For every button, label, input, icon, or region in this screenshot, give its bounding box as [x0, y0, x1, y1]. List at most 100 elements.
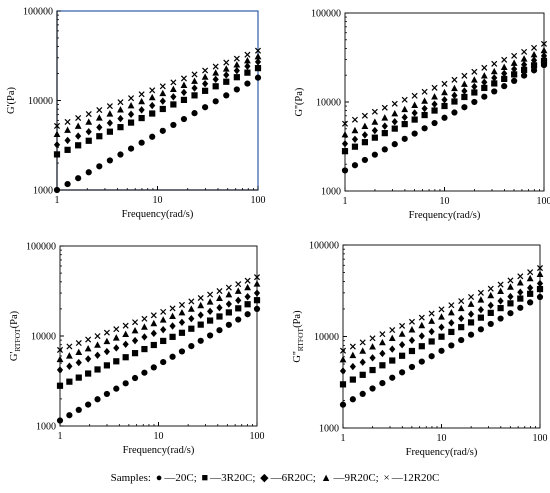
- data-point-diamond: [507, 292, 514, 301]
- y-tick-label: 1000: [321, 187, 341, 198]
- data-point-triangle: [138, 97, 146, 105]
- data-point-diamond: [254, 58, 262, 66]
- data-point-square: [141, 345, 148, 353]
- data-point-cross: [431, 84, 438, 91]
- data-point-triangle: [75, 348, 83, 355]
- data-point-square: [540, 57, 548, 64]
- data-point-square: [477, 314, 484, 321]
- data-point-cross: [501, 56, 508, 63]
- plot-frame: [56, 10, 259, 191]
- data-point-square: [421, 111, 428, 119]
- data-point-diamond: [391, 118, 398, 126]
- data-point-cross: [160, 308, 167, 315]
- data-point-triangle: [187, 305, 195, 312]
- data-point-diamond: [349, 362, 356, 371]
- data-point-diamond: [487, 301, 494, 310]
- data-point-diamond: [197, 311, 204, 319]
- data-point-diamond: [418, 332, 425, 340]
- data-point-circle: [458, 336, 465, 344]
- series-9r20c: [53, 52, 262, 138]
- data-point-cross: [225, 284, 232, 291]
- series-9r20c: [56, 280, 261, 363]
- data-point-circle: [75, 175, 82, 182]
- data-point-cross: [468, 293, 475, 300]
- data-point-triangle: [461, 80, 468, 87]
- data-point-square: [418, 343, 425, 350]
- data-point-square: [254, 65, 262, 72]
- data-point-square: [53, 151, 61, 158]
- data-point-triangle: [490, 67, 498, 75]
- y-tick-label: 1000: [33, 186, 53, 197]
- data-point-square: [411, 116, 418, 123]
- data-point-circle: [497, 315, 504, 322]
- data-point-diamond: [64, 136, 71, 145]
- data-point-circle: [106, 157, 113, 164]
- data-point-triangle: [477, 296, 485, 303]
- data-point-cross: [369, 335, 376, 342]
- data-point-cross: [128, 95, 135, 102]
- data-point-diamond: [66, 362, 73, 370]
- data-point-cross: [341, 120, 349, 127]
- x-tick-label: 100: [537, 196, 550, 207]
- legend-symbol-12r20c: ×: [383, 472, 390, 484]
- data-point-cross: [178, 301, 185, 308]
- series-9r20c: [341, 46, 548, 138]
- data-point-cross: [401, 96, 408, 103]
- data-point-cross: [132, 319, 139, 326]
- data-point-cross: [113, 326, 120, 333]
- data-point-cross: [536, 265, 544, 272]
- data-point-diamond: [160, 325, 167, 334]
- data-point-circle: [371, 151, 378, 158]
- data-point-circle: [66, 412, 73, 419]
- data-point-circle: [244, 311, 251, 318]
- data-point-cross: [441, 80, 448, 87]
- data-point-cross: [191, 71, 198, 78]
- data-point-triangle: [516, 279, 524, 286]
- data-point-square: [458, 324, 465, 331]
- data-point-triangle: [169, 85, 177, 93]
- data-point-triangle: [441, 88, 448, 96]
- data-point-circle: [244, 80, 251, 87]
- data-point-diamond: [501, 69, 508, 78]
- data-point-diamond: [223, 71, 230, 79]
- data-point-cross: [339, 347, 347, 354]
- data-point-cross: [428, 310, 435, 317]
- legend-symbol-20c: ●: [155, 472, 163, 484]
- data-point-diamond: [441, 96, 448, 104]
- data-point-diamond: [235, 296, 242, 305]
- data-point-triangle: [339, 355, 347, 363]
- data-point-circle: [138, 139, 145, 146]
- data-point-diamond: [225, 300, 232, 308]
- data-point-triangle: [467, 300, 475, 307]
- x-tick-label: 100: [251, 195, 266, 206]
- data-point-cross: [66, 343, 73, 350]
- data-point-cross: [408, 318, 415, 325]
- data-point-cross: [511, 52, 518, 59]
- data-point-cross: [379, 331, 386, 338]
- y-tick-label: 10000: [28, 96, 53, 107]
- series-3r20c: [53, 65, 262, 158]
- data-point-cross: [491, 60, 498, 67]
- x-axis-label: Frequency(rad/s): [122, 209, 194, 220]
- data-point-triangle: [530, 51, 538, 58]
- data-point-diamond: [361, 131, 368, 139]
- chart-panel-3: 1 10 100 1000 10000 100000 Frequency(rad/s) G'R…: [9, 242, 265, 457]
- data-point-cross: [64, 118, 71, 125]
- data-point-diamond: [339, 367, 347, 375]
- data-point-triangle: [510, 59, 518, 66]
- data-point-square: [471, 89, 478, 96]
- data-point-circle: [197, 337, 204, 344]
- data-point-diamond: [511, 65, 518, 73]
- data-point-square: [96, 133, 103, 140]
- data-point-triangle: [349, 351, 357, 359]
- data-point-triangle: [74, 122, 82, 129]
- data-point-square: [501, 75, 508, 83]
- data-point-diamond: [421, 104, 428, 113]
- data-point-diamond: [359, 358, 366, 366]
- data-point-triangle: [85, 118, 93, 125]
- data-point-circle: [491, 88, 498, 95]
- data-point-circle: [521, 72, 528, 79]
- y-tick-label: 10000: [314, 332, 339, 343]
- data-point-circle: [131, 374, 139, 382]
- data-point-circle: [481, 93, 488, 100]
